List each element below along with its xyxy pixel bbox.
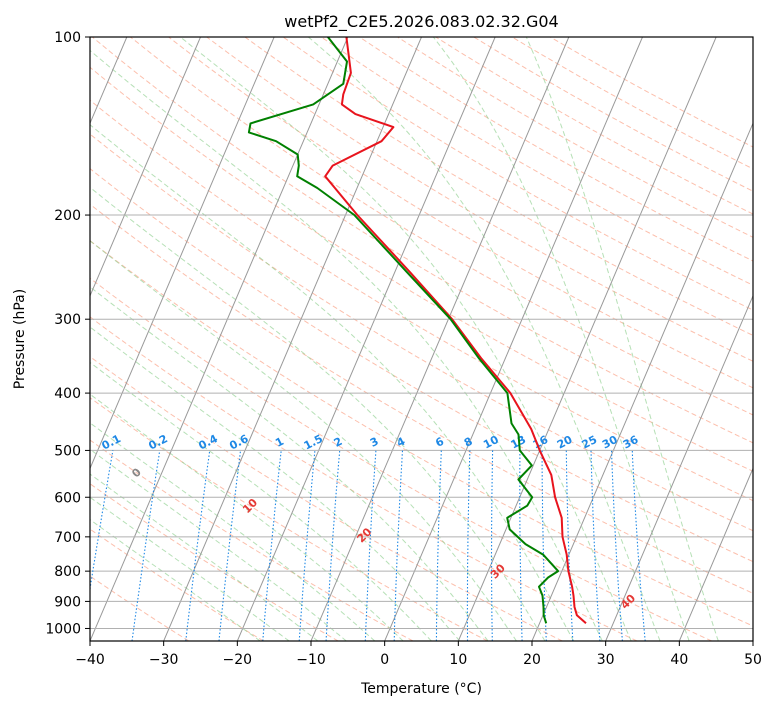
isotherm-line	[531, 122, 753, 641]
mixing-ratio-label: 20	[555, 433, 575, 452]
y-tick-label: 900	[54, 594, 81, 610]
mixing-ratio-lines	[90, 450, 646, 641]
isotherm-line	[90, 37, 201, 298]
mixing-ratio-line	[298, 450, 316, 641]
isotherm-line	[310, 37, 570, 641]
plot-frame	[89, 36, 754, 642]
mixing-ratio-line	[490, 450, 494, 641]
y-tick-label: 800	[54, 564, 81, 580]
isotherm-line	[457, 37, 717, 641]
x-tick-label: −20	[223, 652, 253, 668]
x-tick-label: 20	[523, 652, 541, 668]
mixing-ratio-line	[131, 450, 161, 641]
mixing-ratio-label: 30	[600, 433, 620, 452]
dry-adiabat-line	[244, 37, 753, 336]
dry-adiabat-line	[90, 483, 339, 641]
dry-adiabat-line	[90, 439, 414, 641]
x-tick-label: −40	[75, 652, 105, 668]
mixing-ratio-label: 36	[621, 433, 641, 452]
dry-adiabat-line	[473, 37, 753, 192]
moist-adiabat-line	[90, 49, 603, 641]
x-tick-label: 30	[597, 652, 615, 668]
dry-adiabat-line	[90, 528, 264, 641]
mixing-ratio-line	[435, 450, 442, 641]
dry-adiabat-line	[359, 37, 753, 262]
y-tick-label: 100	[54, 30, 81, 46]
y-tick-label: 400	[54, 386, 81, 402]
dewpoint-profile-line	[247, 37, 560, 624]
dry-adiabat-line	[90, 203, 753, 594]
y-tick-label: 200	[54, 208, 81, 224]
temperature-profile-line	[324, 37, 587, 625]
y-tick-label: 700	[54, 530, 81, 546]
isotherm-line	[163, 37, 422, 641]
mixing-ratio-line	[393, 450, 404, 641]
dry-adiabat-line	[320, 37, 753, 286]
sounding-profiles	[247, 37, 587, 625]
isotherm-line	[90, 37, 349, 641]
y-tick-label: 500	[54, 443, 81, 459]
mixing-ratio-line	[466, 450, 471, 641]
chart-title: wetPf2_C2E5.2026.083.02.32.G04	[284, 12, 558, 32]
y-tick-label: 1000	[45, 621, 81, 637]
y-tick-label: 600	[54, 490, 81, 506]
mixing-ratio-line	[590, 450, 601, 641]
plot-area: -100-90-80-70-60-50-40-30-20-10010203040…	[90, 37, 753, 641]
mixing-ratio-line	[185, 450, 211, 641]
mixing-ratio-line	[364, 450, 377, 641]
x-axis-label: Temperature (°C)	[360, 681, 482, 697]
mixing-ratio-line	[541, 450, 547, 641]
mixing-ratio-label: 10	[481, 433, 501, 452]
dry-adiabat-line	[90, 133, 753, 532]
y-axis-label: Pressure (hPa)	[12, 289, 28, 389]
x-tick-label: 50	[744, 652, 762, 668]
dry-adiabat-line	[511, 37, 753, 170]
moist-adiabat-line	[90, 124, 575, 641]
dry-adiabat-line	[90, 168, 753, 563]
dry-adiabat-line	[90, 277, 712, 641]
x-tick-label: 10	[449, 652, 467, 668]
isotherms	[90, 37, 753, 641]
x-tick-label: −10	[296, 652, 326, 668]
mixing-ratio-line	[610, 450, 623, 641]
dry-adiabat-line	[206, 37, 753, 362]
isotherm-line	[384, 37, 643, 641]
isotherm-line	[236, 37, 496, 641]
dry-adiabat-line	[90, 240, 753, 627]
dry-adiabat-line	[90, 66, 753, 472]
mixing-ratio-line	[565, 450, 574, 641]
isotherm-line	[605, 294, 753, 641]
x-axis: −40 −30 −20 −10 0 10 20 30 40 50	[75, 641, 762, 668]
x-tick-label: 40	[670, 652, 688, 668]
mixing-ratio-label: 25	[580, 433, 600, 452]
isotherm-line	[678, 467, 753, 641]
isotherm-line	[90, 37, 275, 470]
mixing-ratio-line	[325, 450, 341, 641]
y-axis: 100 200 300 400 500 600 700 800 900 1000	[45, 30, 90, 637]
mixing-ratio-line	[218, 450, 242, 641]
x-tick-label: 0	[380, 652, 389, 668]
isobars	[90, 37, 753, 629]
mixing-ratio-line	[262, 450, 282, 641]
y-tick-label: 300	[54, 312, 81, 328]
moist-adiabat-line	[90, 326, 461, 641]
moist-adiabat-line	[90, 240, 517, 641]
mixing-ratio-line	[631, 450, 646, 641]
x-tick-label: −30	[149, 652, 179, 668]
